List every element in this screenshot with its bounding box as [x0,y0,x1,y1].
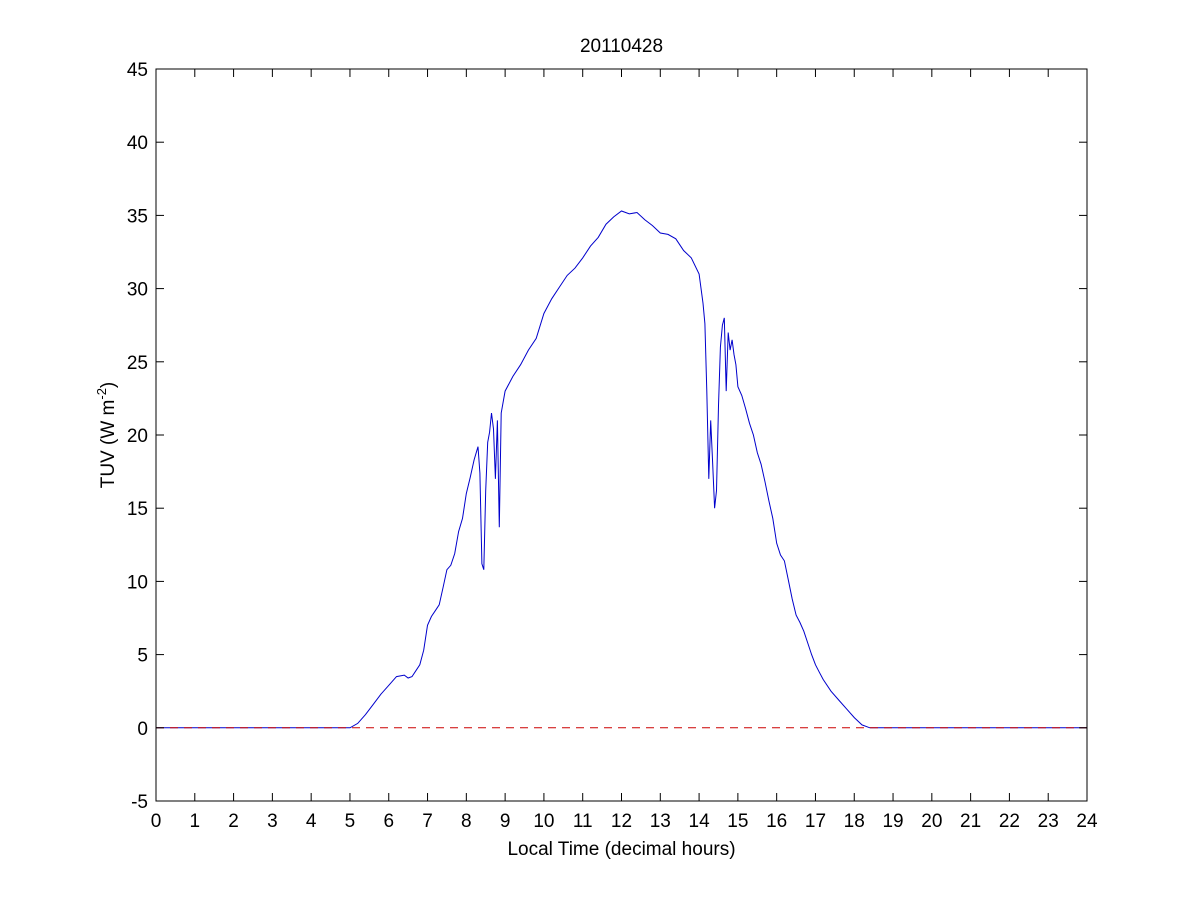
y-tick-label: 35 [127,206,148,227]
x-tick-label: 2 [228,811,239,832]
x-tick-label: 11 [573,811,593,832]
x-tick-label: 0 [151,811,162,832]
x-axis-label: Local Time (decimal hours) [507,839,735,860]
plot-area [156,69,1087,801]
x-tick-label: 3 [267,811,278,832]
y-tick-label: 0 [137,719,148,740]
y-tick-label: 5 [137,646,148,667]
x-tick-label: 22 [999,811,1020,832]
y-tick-label: 10 [127,572,148,593]
x-tick-label: 12 [611,811,632,832]
y-tick-label: 40 [127,133,148,154]
x-tick-label: 13 [650,811,671,832]
x-tick-label: 8 [461,811,472,832]
x-tick-label: 14 [689,811,711,832]
y-tick-label: 20 [127,426,148,447]
tuv-series-line [156,210,1087,729]
x-tick-label: 6 [383,811,394,832]
x-tick-label: 1 [190,811,201,832]
tick-layer: 0 1 2 3 4 5 6 7 8 9 10 11 12 13 14 15 16 17 18 19 20 21 22 23 24… [127,60,1098,832]
series-layer [156,210,1087,729]
y-axis-label-exponent: -2 [94,388,109,400]
x-tick-label: 4 [306,811,317,832]
y-tick-label: -5 [131,792,148,813]
x-tick-label: 16 [766,811,787,832]
y-axis-label: TUV (W m-2) [94,382,119,489]
y-tick-label: 45 [127,60,148,81]
x-tick-label: 7 [422,811,433,832]
x-tick-label: 17 [805,811,826,832]
x-tick-label: 9 [500,811,511,832]
y-axis-label-close: ) [98,382,119,388]
x-tick-label: 21 [960,811,981,832]
x-tick-label: 15 [727,811,748,832]
x-tick-label: 20 [921,811,942,832]
x-tick-label: 18 [844,811,865,832]
chart-title: 20110428 [580,36,663,57]
x-tick-label: 24 [1076,811,1098,832]
x-tick-label: 10 [533,811,554,832]
x-tick-label: 19 [882,811,903,832]
y-tick-label: 30 [127,280,148,301]
x-tick-label: 5 [345,811,356,832]
y-axis-label-base: TUV (W m [98,400,119,489]
x-tick-label: 23 [1038,811,1059,832]
y-tick-label: 15 [127,499,148,520]
y-tick-label: 25 [127,353,148,374]
